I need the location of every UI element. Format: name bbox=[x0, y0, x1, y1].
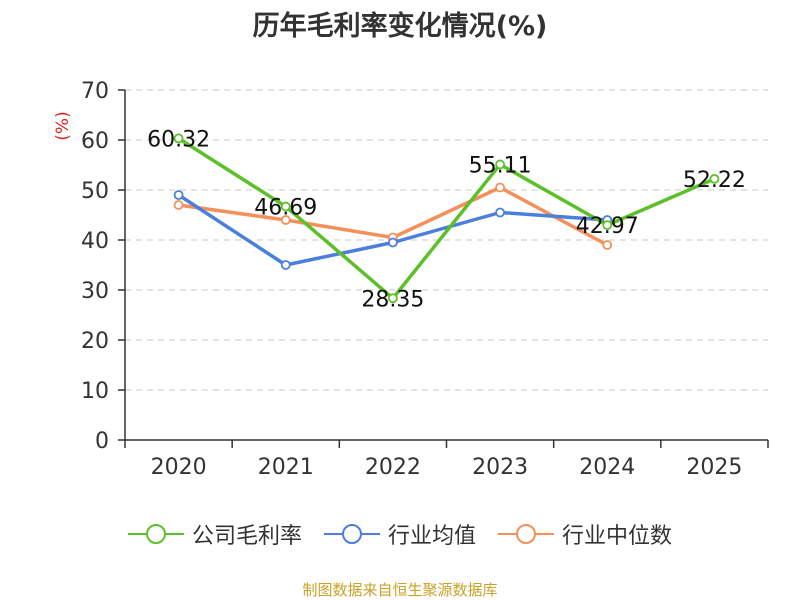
legend-label: 行业均值 bbox=[387, 524, 476, 549]
chart-title: 历年毛利率变化情况(%) bbox=[252, 11, 548, 42]
x-tick-label: 2021 bbox=[258, 455, 314, 480]
x-tick-label: 2025 bbox=[686, 455, 742, 480]
legend-item-company[interactable]: 公司毛利率 bbox=[127, 518, 302, 550]
source-footer: 制图数据来自恒生聚源数据库 bbox=[302, 581, 498, 599]
data-label-layer: 60.32 46.69 28.35 55.11 42.97 52.22 bbox=[147, 127, 746, 312]
y-axis-label: (%) bbox=[53, 111, 73, 140]
y-tick-label: 50 bbox=[81, 179, 109, 204]
legend-item-industry-median[interactable]: 行业中位数 bbox=[498, 518, 672, 550]
data-point bbox=[495, 207, 505, 218]
data-label: 28.35 bbox=[361, 287, 424, 312]
data-point bbox=[495, 159, 505, 170]
x-tick-label: 2020 bbox=[151, 455, 207, 480]
axis-layer: 0 10 20 30 40 50 60 70 2020 2021 2022 2023 2024 2025 (… bbox=[53, 79, 769, 480]
y-tick-label: 0 bbox=[95, 429, 109, 454]
y-tick-label: 40 bbox=[81, 229, 109, 254]
data-point bbox=[280, 201, 291, 212]
legend-label: 行业中位数 bbox=[562, 524, 673, 549]
legend-line-icon bbox=[127, 524, 184, 544]
data-label: 55.11 bbox=[469, 153, 532, 178]
series-line bbox=[177, 136, 716, 300]
data-point bbox=[173, 200, 184, 210]
data-label: 42.97 bbox=[576, 214, 639, 239]
data-point bbox=[388, 293, 398, 304]
y-tick-label: 20 bbox=[81, 329, 109, 354]
legend-line-icon bbox=[498, 524, 554, 544]
data-point bbox=[280, 260, 291, 270]
x-tick-label: 2024 bbox=[579, 455, 635, 480]
data-point bbox=[602, 240, 613, 250]
y-tick-label: 60 bbox=[81, 129, 109, 154]
data-label: 52.22 bbox=[683, 168, 746, 193]
x-tick-label: 2023 bbox=[472, 455, 528, 480]
data-point bbox=[280, 215, 291, 225]
legend-label: 公司毛利率 bbox=[191, 524, 302, 549]
data-label: 46.69 bbox=[254, 196, 317, 221]
y-tick-label: 10 bbox=[81, 379, 109, 404]
x-tick-label: 2022 bbox=[365, 455, 421, 480]
data-point bbox=[173, 133, 184, 144]
data-label: 60.32 bbox=[147, 127, 210, 152]
series-layer bbox=[173, 133, 720, 304]
series-line bbox=[177, 193, 608, 267]
data-point bbox=[709, 173, 720, 184]
data-point bbox=[173, 190, 184, 200]
y-tick-label: 70 bbox=[81, 79, 109, 104]
data-point bbox=[495, 182, 505, 193]
legend: 公司毛利率 行业均值 行业中位数 bbox=[0, 518, 800, 550]
y-tick-label: 30 bbox=[81, 279, 109, 304]
data-point bbox=[388, 237, 398, 248]
data-point bbox=[602, 220, 613, 231]
legend-line-icon bbox=[323, 524, 380, 544]
grid-layer bbox=[125, 89, 768, 391]
legend-item-industry-mean[interactable]: 行业均值 bbox=[323, 518, 476, 550]
